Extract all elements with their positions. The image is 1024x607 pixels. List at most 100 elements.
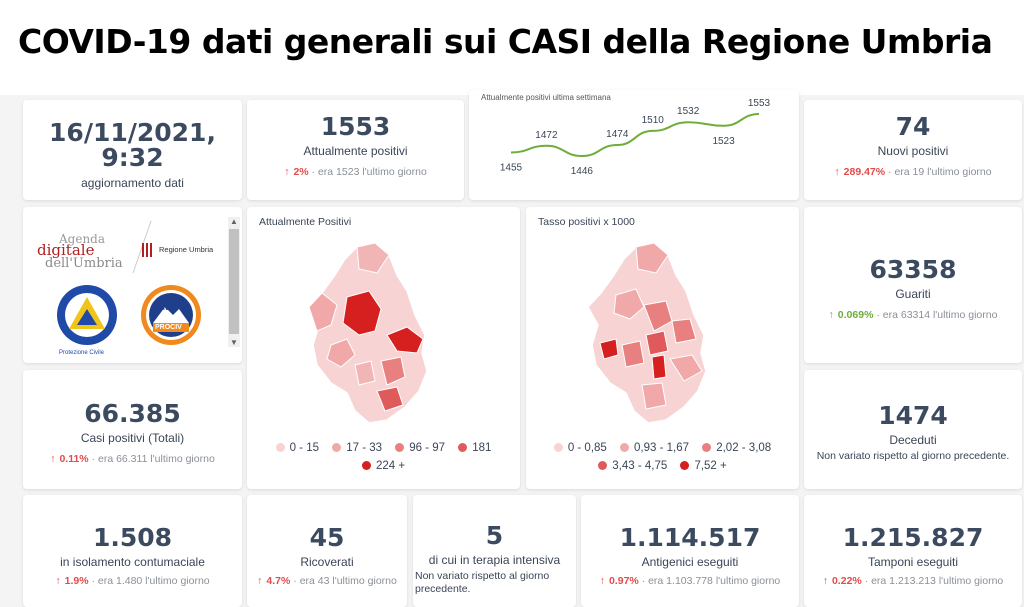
arrow-up-icon: ↑ (822, 575, 828, 587)
trend-value-label: 1446 (571, 166, 594, 177)
scroll-down-icon[interactable]: ▼ (230, 338, 238, 347)
trend-chart-title: Attualmente positivi ultima settimana (481, 93, 611, 102)
kpi-label: Guariti (895, 287, 931, 301)
kpi-delta: ↑ 0.22% · era 1.213.213 l'ultimo giorno (822, 575, 1004, 587)
protezione-civile-text: Protezione Civile (59, 350, 105, 356)
legend-swatch (332, 443, 342, 452)
kpi-value: 74 (895, 112, 931, 141)
kpi-pct: 0.97% (608, 575, 639, 587)
logos-card: Agenda digitale dell'Umbria Regione Umbr… (23, 207, 242, 363)
trend-value-label: 1455 (500, 162, 523, 173)
legend-swatch (702, 443, 712, 452)
kpi-prev: era 1523 l'ultimo giorno (317, 166, 427, 178)
kpi-label: Attualmente positivi (303, 144, 408, 158)
trend-value-label: 1523 (712, 136, 735, 147)
arrow-up-icon: ↑ (257, 575, 263, 587)
deceduti-card: 1474 Deceduti Non variato rispetto al gi… (804, 370, 1022, 489)
anci-prociv-logo (141, 285, 201, 345)
legend-item: 3,43 - 4,75 (598, 457, 667, 475)
arrow-up-icon: ↑ (50, 453, 56, 465)
legend-swatch (275, 443, 285, 452)
legend-swatch (553, 443, 563, 452)
regione-emblem-icon (142, 243, 152, 257)
logos-scrollbar[interactable]: ▲ ▼ (228, 217, 240, 347)
kpi-value: 5 (485, 521, 504, 550)
legend-item: 0,93 - 1,67 (620, 439, 689, 457)
legend-swatch (598, 461, 608, 470)
prociv-text: PROCIV (155, 324, 182, 331)
kpi-value: 63358 (869, 255, 957, 284)
kpi-value: 1.508 (92, 523, 173, 552)
trend-chart: 1455 1472 1446 1474 1510 1532 1523 1553 (500, 98, 771, 177)
kpi-note: Non variato rispetto al giorno precedent… (816, 450, 1010, 462)
update-label: aggiornamento dati (81, 176, 184, 190)
kpi-prev: era 66.311 l'ultimo giorno (97, 453, 215, 465)
kpi-delta: ↑ 4.7% · era 43 l'ultimo giorno (257, 575, 397, 587)
update-card: 16/11/2021, 9:32 aggiornamento dati (23, 100, 242, 200)
kpi-label: di cui in terapia intensiva (428, 553, 561, 567)
kpi-prev: era 43 l'ultimo giorno (299, 575, 397, 587)
kpi-delta: ↑ 0.069% · era 63314 l'ultimo giorno (828, 309, 998, 321)
kpi-pct: 0.22% (831, 575, 862, 587)
kpi-delta: ↑ 289.47% · era 19 l'ultimo giorno (834, 166, 992, 178)
scroll-up-icon[interactable]: ▲ (230, 217, 238, 226)
arrow-up-icon: ↑ (828, 309, 834, 321)
kpi-prev: era 1.213.213 l'ultimo giorno (871, 575, 1004, 587)
antigenici-card: 1.114.517 Antigenici eseguiti ↑ 0.97% · e… (581, 495, 799, 607)
attualmente-positivi-card: 1553 Attualmente positivi ↑ 2% · era 1523… (247, 100, 464, 200)
kpi-label: Nuovi positivi (877, 144, 949, 158)
guariti-card: 63358 Guariti ↑ 0.069% · era 63314 l'ulti… (804, 207, 1022, 363)
map-tasso-legend: 0 - 0,85 0,93 - 1,67 2,02 - 3,08 3,43 - … (526, 439, 799, 475)
map-title: Attualmente Positivi (259, 216, 352, 228)
umbria-map-positivi (308, 242, 428, 424)
kpi-value: 1474 (878, 401, 948, 430)
kpi-pct: 0.069% (837, 309, 874, 321)
arrow-up-icon: ↑ (599, 575, 605, 587)
kpi-value: 66.385 (84, 399, 181, 428)
kpi-pct: 4.7% (266, 575, 291, 587)
kpi-pct: 0.11% (59, 453, 89, 465)
kpi-delta: ↑ 1.9% · era 1.480 l'ultimo giorno (55, 575, 210, 587)
trend-value-label: 1532 (677, 106, 700, 117)
trend-value-label: 1553 (748, 98, 771, 109)
kpi-label: Ricoverati (300, 555, 354, 569)
legend-swatch (361, 461, 371, 470)
terapia-card: 5 di cui in terapia intensiva Non variat… (413, 495, 576, 607)
legend-swatch (620, 443, 630, 452)
agenda-digitale-logo: Agenda digitale dell'Umbria (37, 232, 123, 271)
legend-swatch (395, 443, 405, 452)
kpi-delta: ↑ 0.97% · era 1.103.778 l'ultimo giorno (599, 575, 781, 587)
arrow-up-icon: ↑ (55, 575, 61, 587)
trend-value-label: 1474 (606, 129, 629, 140)
kpi-pct: 289.47% (843, 166, 886, 178)
page-title: COVID-19 dati generali sui CASI della Re… (18, 22, 993, 61)
tamponi-card: 1.215.827 Tamponi eseguiti ↑ 0.22% · era … (804, 495, 1022, 607)
trend-chart-card: Attualmente positivi ultima settimana 14… (469, 90, 799, 200)
kpi-prev: era 1.480 l'ultimo giorno (97, 575, 210, 587)
kpi-label: Antigenici eseguiti (641, 555, 739, 569)
scrollbar-thumb[interactable] (229, 229, 239, 334)
legend-item: 224 + (361, 457, 405, 475)
update-datetime: 16/11/2021, 9:32 (49, 118, 216, 172)
legend-item: 96 - 97 (395, 439, 445, 457)
map-positivi-legend: 0 - 15 17 - 33 96 - 97 181 224 + (247, 439, 520, 475)
kpi-label: Casi positivi (Totali) (80, 431, 185, 445)
casi-totali-card: 66.385 Casi positivi (Totali) ↑ 0.11% · e… (23, 370, 242, 489)
map-title: Tasso positivi x 1000 (538, 216, 635, 228)
kpi-label: in isolamento contumaciale (60, 555, 205, 569)
kpi-prev: era 63314 l'ultimo giorno (882, 309, 998, 321)
kpi-value: 1.215.827 (842, 523, 984, 552)
trend-line (510, 113, 760, 158)
legend-item: 2,02 - 3,08 (702, 439, 771, 457)
ricoverati-card: 45 Ricoverati ↑ 4.7% · era 43 l'ultimo gi… (247, 495, 407, 607)
kpi-value: 1553 (320, 112, 391, 141)
trend-value-label: 1472 (535, 130, 558, 141)
kpi-value: 45 (309, 523, 345, 552)
kpi-label: Deceduti (889, 433, 937, 447)
legend-item: 0 - 0,85 (553, 439, 607, 457)
legend-item: 7,52 + (680, 457, 727, 475)
arrow-up-icon: ↑ (284, 166, 290, 178)
kpi-delta: ↑ 2% · era 1523 l'ultimo giorno (284, 166, 427, 178)
legend-swatch (680, 461, 690, 470)
nuovi-positivi-card: 74 Nuovi positivi ↑ 289.47% · era 19 l'ul… (804, 100, 1022, 200)
